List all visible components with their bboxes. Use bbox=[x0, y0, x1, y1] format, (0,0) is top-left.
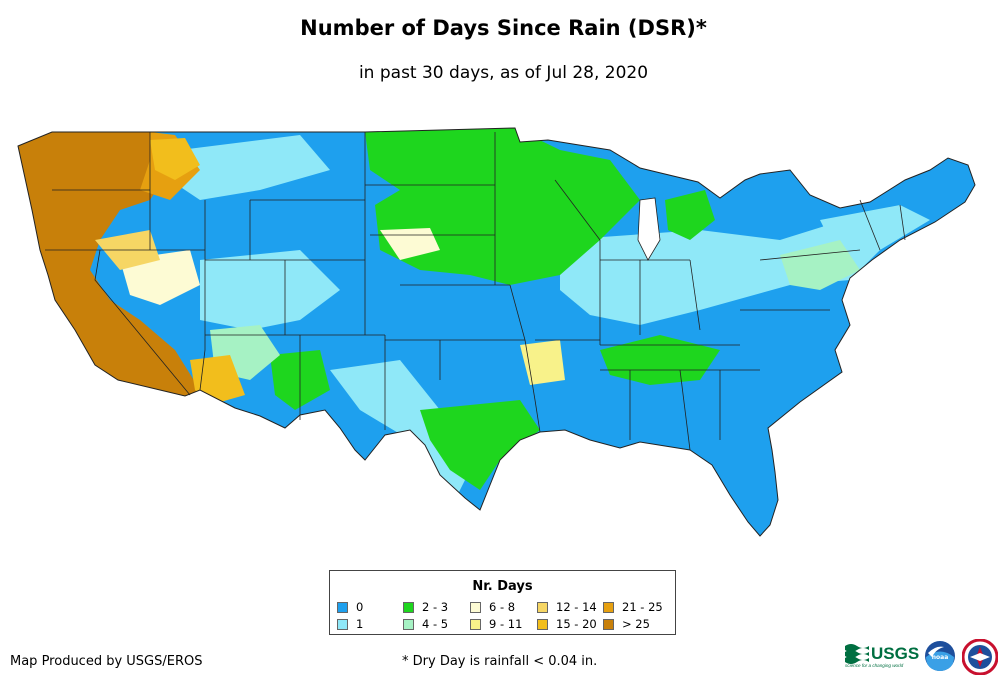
legend-label: 1 bbox=[356, 617, 364, 631]
zone-9-11days-arkansas bbox=[520, 340, 565, 385]
state-boundaries bbox=[45, 132, 906, 451]
nws-logo bbox=[962, 639, 998, 675]
legend-swatch bbox=[337, 601, 348, 613]
legend-swatch bbox=[337, 618, 348, 630]
lake-michigan bbox=[637, 197, 661, 261]
legend-item-1: 1 bbox=[337, 617, 363, 631]
usgs-logo: USGS science for a changing world bbox=[845, 644, 919, 668]
legend-item-6: 12 - 14 bbox=[537, 600, 597, 614]
zone-over-25days-west-coast bbox=[18, 132, 200, 396]
usgs-tagline: science for a changing world bbox=[845, 663, 904, 668]
noaa-logo-text: noaa bbox=[932, 654, 949, 661]
zone-4-5days-mid-atlantic bbox=[780, 240, 860, 290]
legend-item-2: 2 - 3 bbox=[403, 600, 448, 614]
legend-label: 12 - 14 bbox=[556, 600, 597, 614]
legend-item-7: 15 - 20 bbox=[537, 617, 597, 631]
zone-2-3days-michigan bbox=[665, 190, 715, 240]
legend-label: 6 - 8 bbox=[489, 600, 516, 614]
legend-item-8: 21 - 25 bbox=[603, 600, 663, 614]
map-legend: Nr. Days bbox=[329, 570, 676, 635]
legend-label: 4 - 5 bbox=[422, 617, 449, 631]
legend-swatch bbox=[537, 601, 548, 613]
legend-swatch bbox=[603, 618, 614, 630]
legend-swatch bbox=[470, 601, 481, 613]
zone-1day-northeast bbox=[820, 205, 930, 260]
legend-item-4: 6 - 8 bbox=[470, 600, 515, 614]
dsr-map bbox=[17, 127, 976, 537]
legend-title: Nr. Days bbox=[472, 579, 533, 594]
usgs-logo-text: USGS bbox=[871, 644, 919, 663]
noaa-logo: noaa bbox=[925, 641, 955, 671]
zone-15-20days-idaho bbox=[150, 138, 200, 180]
map-credit: Map Produced by USGS/EROS bbox=[10, 654, 203, 669]
legend-swatch bbox=[470, 618, 481, 630]
legend-label: > 25 bbox=[622, 617, 650, 631]
legend-item-0: 0 bbox=[337, 600, 363, 614]
us-outline-base bbox=[18, 128, 975, 536]
zone-1day-southwest bbox=[200, 250, 340, 330]
legend-item-5: 9 - 11 bbox=[470, 617, 522, 631]
legend-label: 0 bbox=[356, 600, 364, 614]
zone-1day-northwest bbox=[170, 135, 330, 200]
legend-label: 9 - 11 bbox=[489, 617, 523, 631]
legend-swatch bbox=[603, 601, 614, 613]
legend-item-3: 4 - 5 bbox=[403, 617, 448, 631]
map-title: Number of Days Since Rain (DSR)* bbox=[300, 16, 707, 40]
legend-swatch bbox=[403, 618, 414, 630]
zone-2-3days-south-texas bbox=[420, 400, 540, 490]
zone-6-8days-plains bbox=[380, 228, 440, 260]
us-outline bbox=[17, 127, 976, 537]
legend-label: 21 - 25 bbox=[622, 600, 663, 614]
legend-label: 2 - 3 bbox=[422, 600, 449, 614]
legend-swatch bbox=[403, 601, 414, 613]
legend-swatch bbox=[537, 618, 548, 630]
map-subtitle: in past 30 days, as of Jul 28, 2020 bbox=[358, 63, 649, 83]
legend-label: 15 - 20 bbox=[556, 617, 597, 631]
legend-item-9: > 25 bbox=[603, 617, 650, 631]
dry-day-footnote: * Dry Day is rainfall < 0.04 in. bbox=[402, 654, 598, 669]
